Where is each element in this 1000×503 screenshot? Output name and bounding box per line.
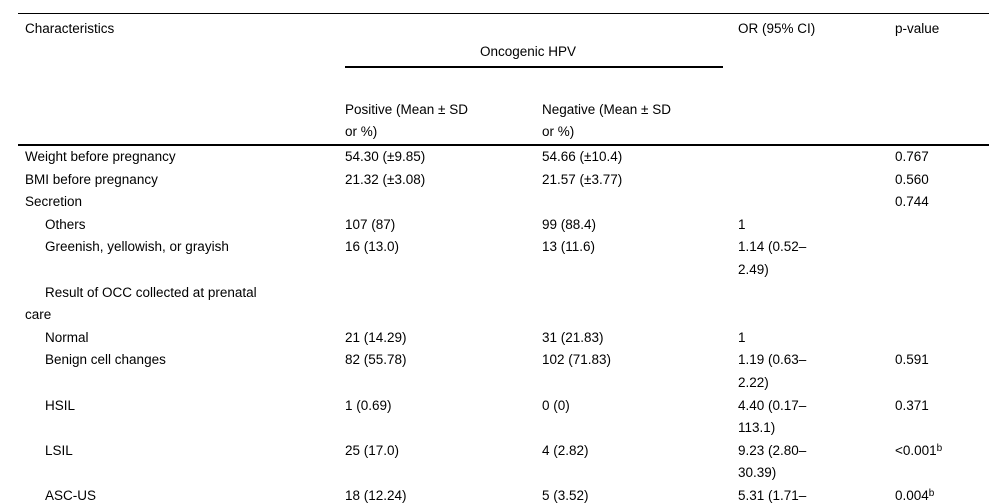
- characteristic-label: ASC-US: [45, 487, 97, 503]
- or-cell: 1: [738, 329, 746, 345]
- table-body: Weight before pregnancy 54.30 (±9.85) 54.6…: [18, 145, 989, 503]
- characteristics-hpv-table: Characteristics Oncogenic HPV OR (95% CI…: [18, 13, 989, 503]
- negative-cell: [542, 282, 738, 327]
- header-hpv-positive: Positive (Mean ± SD or %): [345, 90, 542, 146]
- table-row: Others 107 (87) 99 (88.4) 1: [18, 214, 989, 237]
- or-cell: 1.19 (0.63– 2.22): [738, 352, 807, 390]
- header-row-sub: Positive (Mean ± SD or %) Negative (Mean…: [18, 90, 989, 146]
- header-hpv-negative: Negative (Mean ± SD or %): [542, 90, 738, 146]
- or-cell: [738, 282, 895, 327]
- or-cell: [738, 169, 895, 192]
- header-p-value: p-value: [895, 13, 989, 146]
- p-value-cell: [895, 236, 989, 281]
- header-row-top: Characteristics Oncogenic HPV OR (95% CI…: [18, 13, 989, 146]
- characteristic-label: Secretion: [25, 194, 83, 210]
- or-cell: 5.31 (1.71– 16.54): [738, 487, 807, 503]
- footnote-marker: b: [936, 442, 943, 454]
- table-row: Normal 21 (14.29) 31 (21.83) 1: [18, 327, 989, 350]
- p-value-cell: 0.004b: [895, 487, 935, 503]
- header-group-oncogenic-hpv: Oncogenic HPV: [345, 14, 738, 91]
- positive-cell: 18 (12.24): [345, 487, 407, 503]
- negative-cell: [542, 191, 738, 214]
- negative-cell: 21.57 (±3.77): [542, 171, 623, 187]
- table-row: Result of OCC collected at prenatal care: [18, 282, 989, 327]
- or-cell: [738, 145, 895, 169]
- characteristic-label: LSIL: [45, 442, 73, 458]
- positive-cell: [345, 191, 542, 214]
- positive-cell: 21.32 (±3.08): [345, 171, 426, 187]
- table-row: Weight before pregnancy 54.30 (±9.85) 54.6…: [18, 145, 989, 169]
- negative-cell: 0 (0): [542, 397, 570, 413]
- table-row: LSIL 25 (17.0) 4 (2.82) 9.23 (2.80– 30.39) <…: [18, 440, 989, 485]
- positive-cell: 25 (17.0): [345, 442, 400, 458]
- characteristic-label: BMI before pregnancy: [25, 171, 158, 187]
- positive-cell: 54.30 (±9.85): [345, 148, 426, 164]
- table-row: ASC-US 18 (12.24) 5 (3.52) 5.31 (1.71– 16.5…: [18, 485, 989, 503]
- positive-cell: 82 (55.78): [345, 352, 407, 368]
- positive-cell: 107 (87): [345, 216, 396, 232]
- table-header: Characteristics Oncogenic HPV OR (95% CI…: [18, 13, 989, 146]
- negative-cell: 13 (11.6): [542, 239, 596, 255]
- negative-cell: 5 (3.52): [542, 487, 589, 503]
- p-value-cell: [895, 214, 989, 237]
- p-value-cell: 0.767: [895, 148, 929, 164]
- characteristic-label: Benign cell changes: [45, 352, 166, 368]
- p-value-cell: 0.560: [895, 171, 929, 187]
- or-cell: 1.14 (0.52– 2.49): [738, 239, 807, 277]
- positive-cell: 21 (14.29): [345, 329, 407, 345]
- header-or-95ci: OR (95% CI): [738, 13, 895, 146]
- characteristic-label: Weight before pregnancy: [25, 148, 176, 164]
- characteristic-label: Result of OCC collected at prenatal care: [25, 284, 257, 323]
- table-row: Benign cell changes 82 (55.78) 102 (71.83)…: [18, 349, 989, 394]
- p-value-cell: 0.744: [895, 194, 929, 210]
- header-group-label: Oncogenic HPV: [345, 41, 723, 69]
- or-cell: 4.40 (0.17– 113.1): [738, 397, 807, 436]
- or-cell: [738, 191, 895, 214]
- characteristic-label: Greenish, yellowish, or grayish: [45, 239, 229, 255]
- p-value-cell: 0.591: [895, 352, 929, 368]
- positive-cell: 1 (0.69): [345, 397, 392, 413]
- header-characteristics: Characteristics: [18, 13, 345, 146]
- characteristic-label: HSIL: [45, 397, 76, 413]
- negative-cell: 54.66 (±10.4): [542, 148, 623, 164]
- characteristic-label: Others: [45, 216, 86, 232]
- p-value-cell: [895, 327, 989, 350]
- or-cell: 9.23 (2.80– 30.39): [738, 442, 807, 481]
- footnote-marker: b: [928, 487, 935, 499]
- characteristic-label: Normal: [45, 329, 89, 345]
- p-value-cell: [895, 282, 989, 327]
- or-cell: 1: [738, 216, 746, 232]
- positive-cell: [345, 282, 542, 327]
- table-row: BMI before pregnancy 21.32 (±3.08) 21.57 (…: [18, 169, 989, 192]
- p-value-cell: <0.001b: [895, 442, 943, 458]
- table-row: HSIL 1 (0.69) 0 (0) 4.40 (0.17– 113.1) 0.371: [18, 395, 989, 440]
- negative-cell: 102 (71.83): [542, 352, 612, 368]
- negative-cell: 4 (2.82): [542, 442, 589, 458]
- negative-cell: 31 (21.83): [542, 329, 604, 345]
- table-row: Greenish, yellowish, or grayish 16 (13.0)…: [18, 236, 989, 281]
- p-value-cell: 0.371: [895, 397, 929, 413]
- positive-cell: 16 (13.0): [345, 239, 400, 255]
- negative-cell: 99 (88.4): [542, 216, 597, 232]
- table-row: Secretion 0.744: [18, 191, 989, 214]
